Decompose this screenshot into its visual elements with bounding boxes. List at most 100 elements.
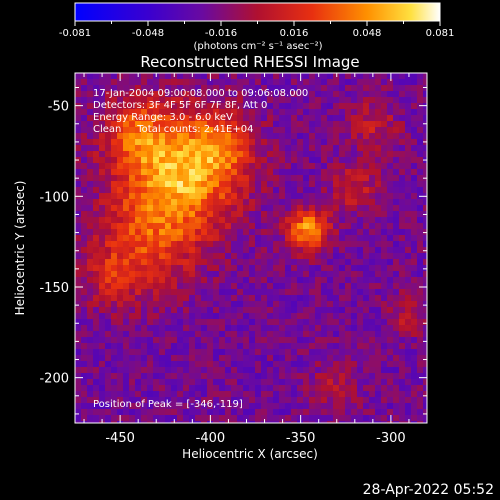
heatmap-cell [111, 361, 118, 368]
heatmap-cell [363, 319, 370, 326]
heatmap-cell [237, 181, 244, 188]
heatmap-cell [387, 331, 394, 338]
heatmap-cell [375, 97, 382, 104]
heatmap-cell [75, 199, 82, 206]
heatmap-cell [375, 367, 382, 374]
heatmap-cell [237, 355, 244, 362]
heatmap-cell [207, 343, 214, 350]
heatmap-cell [183, 91, 190, 98]
heatmap-cell [201, 85, 208, 92]
heatmap-cell [129, 97, 136, 104]
heatmap-cell [111, 229, 118, 236]
heatmap-cell [93, 265, 100, 272]
heatmap-cell [309, 403, 316, 410]
heatmap-cell [243, 361, 250, 368]
heatmap-cell [309, 199, 316, 206]
heatmap-cell [177, 355, 184, 362]
heatmap-cell [345, 151, 352, 158]
heatmap-cell [189, 79, 196, 86]
heatmap-cell [105, 259, 112, 266]
heatmap-cell [195, 361, 202, 368]
heatmap-cell [135, 391, 142, 398]
heatmap-cell [273, 343, 280, 350]
heatmap-cell [321, 325, 328, 332]
heatmap-cell [87, 265, 94, 272]
heatmap-cell [333, 361, 340, 368]
heatmap-cell [93, 217, 100, 224]
heatmap-cell [411, 325, 418, 332]
heatmap-cell [411, 127, 418, 134]
heatmap-cell [375, 271, 382, 278]
heatmap-cell [129, 307, 136, 314]
heatmap-cell [81, 211, 88, 218]
heatmap-cell [81, 265, 88, 272]
heatmap-cell [183, 193, 190, 200]
heatmap-cell [261, 139, 268, 146]
heatmap-cell [405, 415, 412, 422]
heatmap-cell [93, 367, 100, 374]
heatmap-cell [81, 253, 88, 260]
heatmap-cell [327, 343, 334, 350]
heatmap-cell [303, 175, 310, 182]
y-tick-label: -200 [39, 372, 69, 387]
heatmap-cell [105, 139, 112, 146]
heatmap-cell [99, 91, 106, 98]
heatmap-cell [165, 151, 172, 158]
heatmap-cell [99, 187, 106, 194]
heatmap-cell [105, 73, 112, 80]
heatmap-cell [327, 223, 334, 230]
heatmap-cell [315, 157, 322, 164]
heatmap-cell [369, 325, 376, 332]
heatmap-cell [315, 385, 322, 392]
heatmap-cell [159, 385, 166, 392]
heatmap-cell [171, 103, 178, 110]
heatmap-cell [75, 349, 82, 356]
heatmap-cell [93, 331, 100, 338]
heatmap-cell [333, 355, 340, 362]
heatmap-cell [339, 85, 346, 92]
heatmap-cell [105, 265, 112, 272]
heatmap-cell [75, 223, 82, 230]
heatmap-cell [93, 229, 100, 236]
heatmap-cell [267, 91, 274, 98]
heatmap-cell [321, 265, 328, 272]
heatmap-cell [165, 277, 172, 284]
heatmap-cell [243, 187, 250, 194]
heatmap-cell [327, 205, 334, 212]
heatmap-cell [243, 79, 250, 86]
heatmap-cell [309, 211, 316, 218]
heatmap-cell [213, 283, 220, 290]
heatmap-cell [369, 115, 376, 122]
heatmap-cell [399, 169, 406, 176]
heatmap-cell [291, 391, 298, 398]
heatmap-cell [351, 187, 358, 194]
heatmap-cell [165, 91, 172, 98]
heatmap-cell [321, 367, 328, 374]
heatmap-cell [261, 199, 268, 206]
heatmap-cell [177, 301, 184, 308]
heatmap-cell [243, 301, 250, 308]
heatmap-cell [303, 223, 310, 230]
heatmap-cell [399, 205, 406, 212]
heatmap-cell [147, 97, 154, 104]
heatmap-cell [363, 145, 370, 152]
heatmap-cell [153, 121, 160, 128]
heatmap-cell [399, 343, 406, 350]
heatmap-cell [405, 121, 412, 128]
heatmap-cell [165, 325, 172, 332]
heatmap-cell [177, 415, 184, 422]
heatmap-cell [141, 313, 148, 320]
heatmap-cell [333, 85, 340, 92]
heatmap-cell [423, 109, 428, 116]
heatmap-cell [177, 289, 184, 296]
heatmap-cell [177, 79, 184, 86]
heatmap-cell [279, 289, 286, 296]
heatmap-cell [165, 367, 172, 374]
heatmap-cell [189, 301, 196, 308]
heatmap-cell [291, 343, 298, 350]
heatmap-cell [387, 205, 394, 212]
heatmap-cell [405, 97, 412, 104]
heatmap-cell [273, 289, 280, 296]
heatmap-cell [381, 331, 388, 338]
heatmap-cell [357, 355, 364, 362]
